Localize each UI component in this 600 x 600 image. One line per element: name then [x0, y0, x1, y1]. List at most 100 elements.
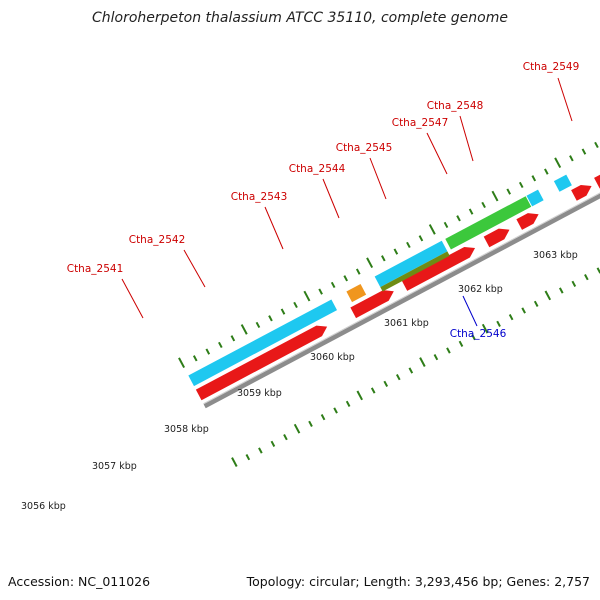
gene-leader-line: [183, 249, 206, 288]
gene-label: Ctha_2545: [336, 142, 393, 154]
tick-upper: [428, 224, 436, 235]
tick-upper: [255, 321, 261, 329]
tick-upper: [240, 324, 248, 335]
tick-upper: [456, 215, 461, 222]
tick-scale: [419, 357, 426, 367]
tick-upper: [491, 190, 499, 202]
tick-upper: [531, 175, 537, 182]
tick-upper: [355, 268, 361, 275]
gene-leader-line: [462, 295, 478, 327]
tick-scale: [433, 354, 439, 361]
tick-upper: [468, 208, 474, 215]
tick-scale: [245, 454, 251, 461]
cds-red-feature: [350, 290, 394, 319]
tick-upper: [330, 281, 336, 289]
tick-upper: [293, 301, 298, 309]
gene-label: Ctha_2542: [129, 234, 186, 246]
feature-upper: [445, 196, 532, 250]
kbp-scale-label: 3062 kbp: [458, 284, 503, 295]
feature-upper: [374, 240, 448, 288]
tick-scale: [508, 314, 514, 321]
tick-scale: [293, 423, 301, 434]
tick-upper: [406, 241, 411, 249]
cds-red-feature: [483, 228, 510, 248]
tick-upper: [594, 141, 599, 149]
tick-scale: [558, 287, 564, 294]
gene-label: Ctha_2549: [523, 61, 580, 73]
tick-scale: [283, 434, 288, 441]
map-title: Chloroherpeton thalassium ATCC 35110, co…: [92, 10, 508, 26]
tick-scale: [481, 323, 489, 334]
gene-leader-line: [322, 178, 340, 219]
tick-scale: [231, 457, 238, 467]
genome-summary-text: Topology: circular; Length: 3,293,456 bp…: [246, 574, 590, 589]
tick-scale: [270, 440, 276, 447]
backbone-track: [203, 192, 600, 409]
tick-scale: [356, 390, 363, 401]
tick-scale: [521, 307, 526, 314]
tick-scale: [308, 420, 313, 427]
tick-scale: [408, 367, 414, 374]
gene-leader-line: [121, 278, 144, 319]
tick-upper: [343, 275, 348, 282]
tick-upper: [554, 157, 562, 169]
gene-label: Ctha_2546: [450, 328, 507, 340]
tick-upper: [268, 315, 273, 322]
gene-leader-line: [426, 132, 448, 175]
tick-upper: [218, 341, 223, 349]
kbp-scale-label: 3061 kbp: [384, 318, 429, 329]
kbp-scale-label: 3057 kbp: [92, 461, 137, 472]
feature-upper: [526, 189, 544, 207]
gene-label: Ctha_2544: [289, 163, 346, 175]
tick-scale: [258, 447, 263, 454]
feature-upper: [553, 174, 572, 192]
backbone-line: [203, 193, 600, 409]
tick-scale: [496, 320, 501, 327]
tick-scale: [458, 340, 464, 347]
gene-leader-line: [264, 206, 284, 250]
accession-text: Accession: NC_011026: [8, 574, 151, 589]
cds-red-feature: [401, 246, 476, 291]
tick-scale: [533, 300, 539, 307]
tick-scale: [383, 380, 389, 387]
tick-upper: [481, 201, 486, 209]
tick-upper: [192, 355, 198, 362]
tick-scale: [544, 290, 552, 301]
tick-scale: [333, 407, 338, 414]
tick-scale: [471, 334, 476, 341]
tick-upper: [381, 255, 386, 262]
tick-scale: [571, 280, 577, 287]
tick-upper: [205, 348, 211, 355]
tick-upper: [518, 181, 524, 189]
tick-upper: [544, 168, 549, 175]
cds-red-feature: [594, 174, 600, 189]
feature-upper: [346, 283, 367, 303]
tick-scale: [584, 274, 589, 281]
tick-marks: [178, 141, 600, 467]
feature-olive: [380, 251, 450, 292]
gene-label: Ctha_2543: [231, 191, 288, 203]
gene-leader-line: [369, 157, 387, 200]
backbone-highlight: [203, 192, 600, 405]
cds-red-feature: [571, 184, 592, 201]
feature-upper: [188, 299, 338, 387]
gene-label: Ctha_2541: [67, 263, 124, 275]
tick-upper: [418, 235, 424, 242]
tick-upper: [366, 257, 374, 269]
tick-scale: [395, 374, 401, 381]
tick-upper: [581, 148, 587, 155]
label-layer: 3056 kbp 3057 kbp 3058 kbp 3059 kbp 3060 kbp…: [21, 61, 579, 512]
tick-scale: [370, 387, 376, 394]
gene-label: Ctha_2547: [392, 117, 449, 129]
tick-scale: [320, 414, 326, 421]
feature-tracks: [188, 174, 600, 401]
kbp-scale-label: 3056 kbp: [21, 501, 66, 512]
tick-scale: [446, 347, 451, 354]
tick-upper: [318, 288, 323, 295]
tick-upper: [443, 221, 449, 229]
tick-upper: [506, 188, 511, 195]
tick-upper: [569, 155, 574, 162]
cds-red-feature: [516, 213, 539, 230]
kbp-scale-label: 3063 kbp: [533, 250, 578, 261]
